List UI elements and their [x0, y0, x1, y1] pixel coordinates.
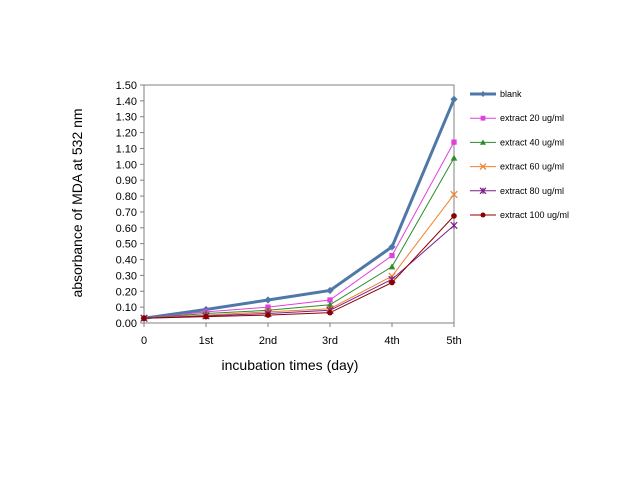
data-point-marker	[326, 286, 334, 295]
y-tick-label: 1.30	[116, 112, 137, 124]
y-axis-title: absorbance of MDA at 532 nm	[69, 108, 85, 297]
legend-label: extract 100 ug/ml	[500, 210, 569, 220]
data-point-marker	[388, 263, 396, 270]
x-tick-label: 0	[141, 335, 147, 347]
y-tick-label: 1.10	[116, 143, 137, 155]
data-point-marker	[480, 115, 486, 121]
data-point-marker	[480, 91, 486, 97]
y-tick-label: 0.90	[116, 175, 137, 187]
y-tick-label: 0.70	[116, 207, 137, 219]
data-point-marker	[203, 313, 209, 320]
data-point-marker	[479, 187, 487, 195]
y-tick-label: 0.20	[116, 286, 137, 298]
x-tick-label: 5th	[446, 335, 461, 347]
x-axis-title: incubation times (day)	[222, 357, 359, 373]
y-tick-label: 1.00	[116, 159, 137, 171]
y-axis-ticks: 0.00 0.10 0.20 0.30 0.40 0.50 0.60 0.70 0.80 0.90…	[116, 80, 144, 330]
x-axis-ticks: 0 1st 2nd 3rd 4th 5th	[141, 323, 462, 347]
x-tick-label: 4th	[384, 335, 399, 347]
data-point-marker	[479, 163, 487, 171]
series-line	[143, 98, 456, 320]
y-tick-label: 0.00	[116, 318, 137, 330]
y-tick-label: 0.60	[116, 223, 137, 235]
series-line	[143, 141, 455, 319]
data-point-marker	[389, 279, 395, 286]
legend-label: extract 40 ug/ml	[500, 137, 564, 147]
y-tick-label: 1.50	[116, 80, 137, 92]
y-tick-label: 1.20	[116, 128, 137, 140]
data-point-marker	[326, 301, 334, 308]
series-lines	[143, 98, 456, 320]
data-point-marker	[327, 309, 333, 316]
series-line	[143, 194, 455, 319]
data-point-marker	[450, 154, 458, 161]
data-point-marker	[451, 139, 457, 145]
y-tick-label: 0.40	[116, 255, 137, 267]
series-line	[143, 225, 455, 319]
legend: blank extract 20 ug/ml extract 40 ug/ml ext…	[470, 89, 569, 220]
x-tick-label: 1st	[199, 335, 214, 347]
plot-area-border	[143, 84, 455, 324]
data-point-marker	[450, 221, 458, 230]
data-point-marker	[327, 297, 333, 303]
x-tick-label: 2nd	[259, 335, 277, 347]
data-point-marker	[265, 312, 271, 318]
y-tick-label: 0.50	[116, 239, 137, 251]
legend-label: blank	[500, 89, 522, 99]
data-point-marker	[450, 190, 458, 199]
series-markers	[140, 95, 458, 322]
series-line	[143, 157, 455, 319]
data-point-marker	[480, 212, 486, 218]
data-point-marker	[451, 213, 457, 219]
legend-label: extract 20 ug/ml	[500, 113, 564, 123]
data-point-marker	[389, 252, 395, 259]
data-point-marker	[480, 139, 486, 145]
legend-label: extract 80 ug/ml	[500, 186, 564, 196]
data-point-marker	[450, 95, 458, 103]
y-tick-label: 1.40	[116, 96, 137, 108]
series-line	[143, 215, 455, 319]
y-tick-label: 0.30	[116, 270, 137, 282]
x-tick-label: 3rd	[322, 335, 338, 347]
y-tick-label: 0.80	[116, 191, 137, 203]
plot-frame	[143, 84, 455, 324]
legend-label: extract 60 ug/ml	[500, 162, 564, 172]
data-point-marker	[264, 296, 272, 304]
data-point-marker	[141, 315, 147, 322]
data-point-marker	[388, 243, 396, 251]
y-tick-label: 0.10	[116, 302, 137, 314]
